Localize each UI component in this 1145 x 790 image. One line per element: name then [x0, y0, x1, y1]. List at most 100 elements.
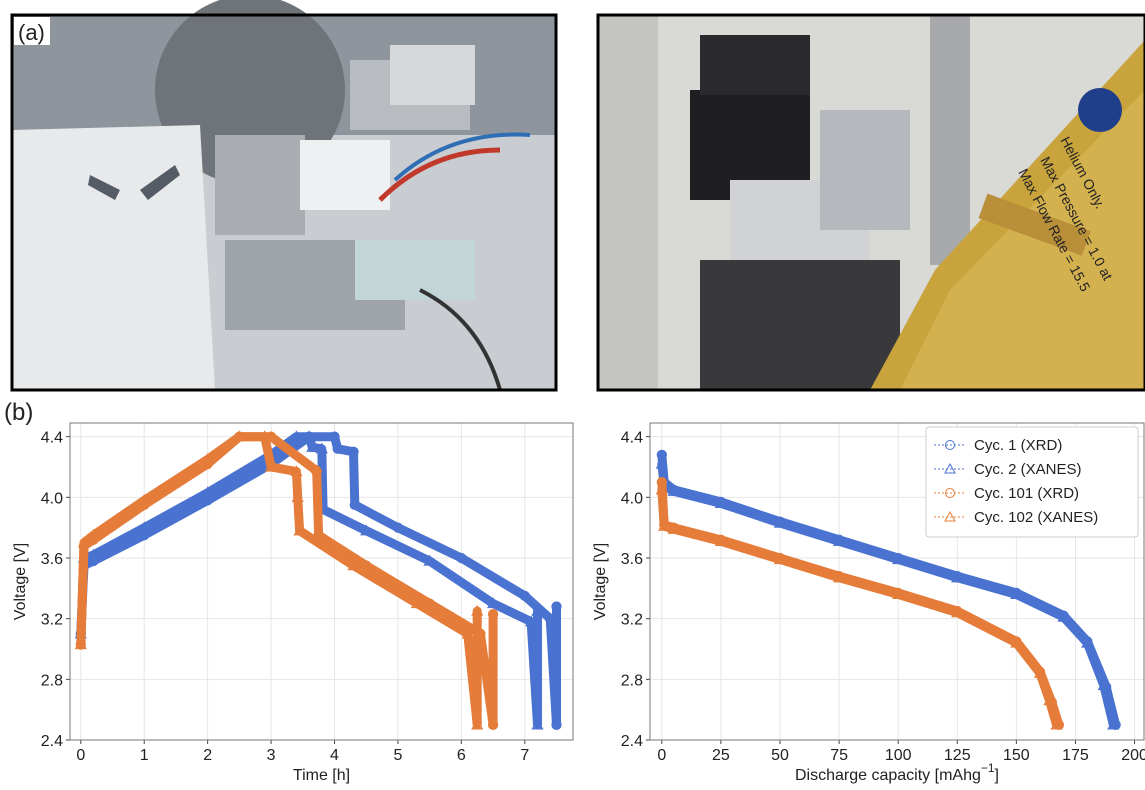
y-tick-label: 4.4 — [621, 430, 643, 447]
marker — [951, 606, 964, 618]
marker — [1057, 610, 1070, 622]
marker — [667, 522, 680, 534]
y-axis-label: Voltage [V] — [592, 543, 609, 620]
marker — [655, 483, 668, 495]
marker — [655, 457, 668, 469]
marker — [349, 499, 360, 511]
x-tick-label: 200 — [1121, 747, 1145, 764]
marker — [138, 521, 151, 533]
marker — [293, 524, 306, 536]
marker — [264, 460, 278, 472]
y-tick-label: 4.0 — [621, 490, 643, 507]
panel-label: (a) — [18, 20, 45, 45]
x-axis-label-part: ] — [995, 767, 999, 784]
marker — [951, 571, 964, 583]
y-tick-label: 2.8 — [621, 672, 643, 689]
marker — [832, 534, 846, 546]
marker — [258, 430, 271, 442]
marker — [892, 553, 905, 565]
series-line — [76, 432, 542, 730]
marker — [461, 627, 474, 639]
x-tick-label: 150 — [1003, 747, 1030, 764]
x-tick-label: 100 — [885, 747, 912, 764]
legend-label: Cyc. 102 (XANES) — [974, 509, 1098, 526]
x-tick-label: 50 — [771, 747, 789, 764]
series-line — [76, 432, 482, 730]
plot-frame — [69, 422, 574, 741]
marker — [773, 553, 787, 565]
marker — [348, 446, 359, 457]
marker — [1010, 588, 1023, 600]
legend-marker — [945, 440, 955, 450]
marker — [1097, 679, 1110, 691]
marker — [486, 597, 500, 609]
marker — [832, 571, 846, 583]
marker — [551, 601, 562, 612]
marker — [306, 440, 319, 452]
x-tick-label: 175 — [1062, 747, 1089, 764]
x-tick-label: 6 — [457, 747, 466, 764]
x-tick-label: 3 — [267, 747, 276, 764]
y-tick-label: 4.4 — [41, 430, 63, 447]
marker — [1033, 666, 1047, 678]
x-tick-label: 0 — [657, 747, 666, 764]
y-tick-label: 4.0 — [41, 490, 63, 507]
marker — [423, 554, 436, 566]
marker — [551, 719, 562, 730]
y-tick-label: 3.2 — [41, 612, 63, 629]
marker — [291, 490, 304, 502]
marker — [471, 604, 484, 616]
y-tick-label: 3.6 — [621, 551, 643, 568]
marker — [138, 494, 151, 506]
marker — [87, 548, 100, 560]
x-tick-label: 1 — [140, 747, 149, 764]
x-tick-label: 4 — [330, 747, 339, 764]
x-axis-label-part: −1 — [981, 761, 995, 775]
marker — [329, 431, 340, 442]
y-tick-label: 3.2 — [621, 612, 643, 629]
marker — [201, 486, 214, 498]
marker — [315, 442, 328, 454]
y-tick-label: 2.4 — [621, 733, 643, 750]
marker — [290, 465, 303, 477]
marker — [1043, 694, 1056, 706]
photo-left — [10, 0, 558, 392]
x-tick-label: 2 — [203, 747, 212, 764]
marker — [545, 613, 556, 624]
y-tick-label: 2.4 — [41, 733, 63, 750]
x-tick-label: 7 — [520, 747, 529, 764]
marker — [347, 559, 360, 571]
marker — [1050, 718, 1063, 730]
marker — [74, 638, 87, 650]
marker — [519, 590, 530, 602]
x-axis-label: Time [h] — [293, 767, 350, 784]
marker — [87, 528, 100, 540]
marker — [1081, 636, 1094, 648]
x-tick-label: 75 — [830, 747, 848, 764]
marker — [658, 519, 671, 531]
x-axis-label-part: Discharge capacity [mAhg — [795, 767, 981, 784]
photo-right — [596, 13, 1145, 392]
x-tick-label: 5 — [393, 747, 402, 764]
x-axis-label: Discharge capacity [mAhg−1] — [795, 761, 999, 784]
marker — [77, 536, 91, 548]
series-line — [76, 432, 561, 730]
marker — [667, 484, 680, 496]
legend-label: Cyc. 101 (XRD) — [974, 485, 1079, 502]
marker — [714, 534, 728, 546]
y-axis-label: Voltage [V] — [12, 543, 29, 620]
marker — [456, 552, 467, 564]
marker — [360, 524, 373, 536]
marker — [1010, 636, 1023, 648]
marker — [310, 464, 321, 476]
marker — [773, 516, 787, 528]
marker — [487, 719, 499, 730]
marker — [290, 430, 303, 442]
marker — [233, 430, 246, 442]
panel-label: (b) — [4, 399, 33, 426]
marker — [892, 588, 905, 600]
x-tick-label: 125 — [944, 747, 971, 764]
y-tick-label: 2.8 — [41, 672, 63, 689]
legend-label: Cyc. 2 (XANES) — [974, 461, 1082, 478]
